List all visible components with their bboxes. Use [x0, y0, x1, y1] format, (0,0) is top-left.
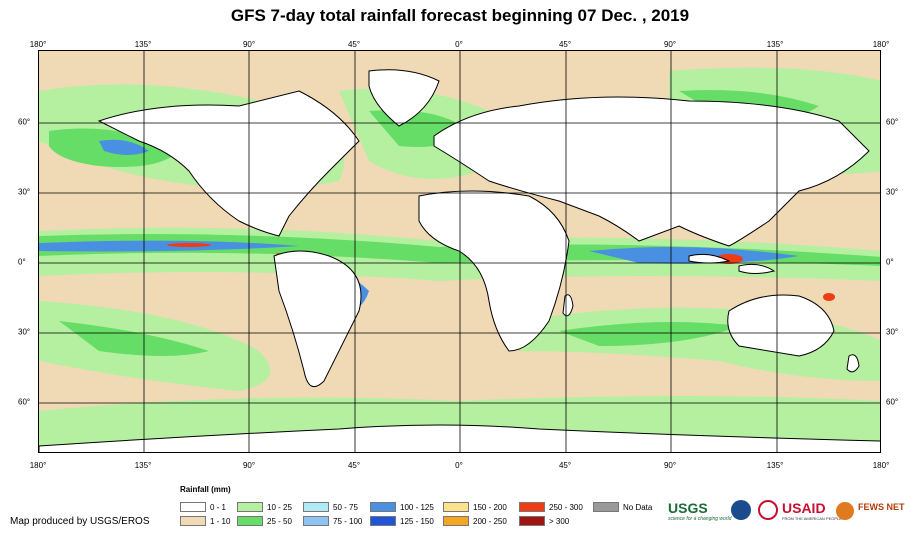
legend-swatch [237, 502, 263, 512]
legend-label: 200 - 250 [473, 517, 507, 526]
legend-label: 0 - 1 [210, 503, 227, 512]
legend-label: 25 - 50 [267, 517, 292, 526]
legend-swatch [443, 502, 469, 512]
latitude-label: 60° [886, 117, 899, 127]
longitude-label: 135° [766, 40, 784, 49]
map-title: GFS 7-day total rainfall forecast beginn… [230, 6, 690, 25]
usgs-logo: USGS [668, 500, 708, 516]
latitude-label: 60° [18, 397, 31, 407]
legend-swatch [519, 516, 545, 526]
latitude-label: 30° [18, 187, 31, 197]
latitude-label: 30° [886, 327, 899, 337]
fews-net-logo-text: FEWS NET [858, 502, 905, 512]
legend-swatch [519, 502, 545, 512]
longitude-label: 90° [242, 40, 256, 49]
latitude-label: 60° [18, 117, 31, 127]
longitude-label: 135° [134, 40, 152, 49]
usaid-tagline: FROM THE AMERICAN PEOPLE [782, 516, 842, 521]
legend-title: Rainfall (mm) [180, 485, 231, 494]
legend-label: 150 - 200 [473, 503, 507, 512]
fews-net-globe-icon [836, 502, 854, 520]
longitude-label: 180° [872, 40, 890, 49]
usaid-logo-text: USAID [782, 500, 826, 516]
longitude-label: 90° [242, 461, 256, 470]
fews-net-logo: FEWS NET [858, 502, 905, 512]
legend-label: 1 - 10 [210, 517, 231, 526]
usaid-seal-icon [758, 500, 778, 520]
usgs-tagline: science for a changing world [668, 516, 732, 522]
legend-label: > 300 [549, 517, 570, 526]
longitude-label: 45° [558, 40, 572, 49]
rainfall-map-graphic [39, 51, 880, 452]
longitude-label: 135° [766, 461, 784, 470]
legend-swatch [180, 502, 206, 512]
credit-text: Map produced by USGS/EROS [10, 516, 150, 527]
legend-swatch [180, 516, 206, 526]
legend-swatch [303, 502, 329, 512]
legend-label: 100 - 125 [400, 503, 434, 512]
rainfall-map [38, 50, 881, 453]
longitude-label: 90° [663, 40, 677, 49]
usgs-logo-text: USGS [668, 500, 708, 516]
latitude-label: 60° [886, 397, 899, 407]
legend-swatch [370, 502, 396, 512]
legend-swatch [593, 502, 619, 512]
legend-label: 10 - 25 [267, 503, 292, 512]
legend-swatch [443, 516, 469, 526]
legend-swatch [237, 516, 263, 526]
legend-label: No Data [623, 503, 653, 512]
latitude-label: 0° [18, 257, 26, 267]
longitude-label: 135° [134, 461, 152, 470]
longitude-label: 45° [347, 40, 361, 49]
latitude-label: 30° [886, 187, 899, 197]
legend-label: 125 - 150 [400, 517, 434, 526]
legend-swatch [303, 516, 329, 526]
continents [39, 69, 880, 452]
legend-label: 50 - 75 [333, 503, 358, 512]
graticule [39, 51, 880, 452]
longitude-label: 45° [347, 461, 361, 470]
latitude-label: 30° [18, 327, 31, 337]
longitude-label: 180° [29, 40, 47, 49]
latitude-label: 0° [886, 257, 894, 267]
legend-swatch [370, 516, 396, 526]
longitude-label: 0° [455, 461, 463, 470]
legend-label: 75 - 100 [333, 517, 363, 526]
noaa-logo-icon [731, 500, 751, 520]
legend-label: 250 - 300 [549, 503, 583, 512]
longitude-label: 90° [663, 461, 677, 470]
longitude-label: 180° [872, 461, 890, 470]
longitude-label: 0° [455, 40, 463, 49]
longitude-label: 180° [29, 461, 47, 470]
usaid-logo: USAID [782, 500, 826, 516]
longitude-label: 45° [558, 461, 572, 470]
